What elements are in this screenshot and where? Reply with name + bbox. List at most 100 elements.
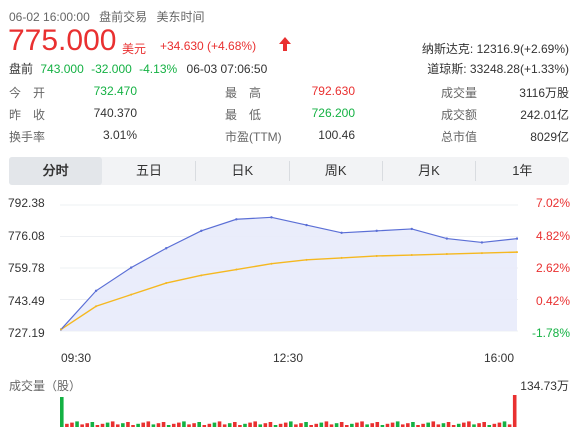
stat-label-prev-close: 昨 收 <box>9 108 46 122</box>
volume-bar <box>512 395 517 427</box>
volume-bar <box>258 424 263 427</box>
volume-bar <box>238 425 242 427</box>
premarket-change: -32.000 <box>91 62 132 76</box>
stat-label-pe: 市盈(TTM) <box>225 130 282 144</box>
price-point-12:00 <box>235 218 238 221</box>
stat-value-turnover-amount: 242.01亿 <box>520 108 569 122</box>
x-tick-midday: 12:30 <box>273 351 304 365</box>
tab-daily-k[interactable]: 日K <box>231 163 254 178</box>
volume-bar <box>110 421 115 427</box>
x-tick-close: 16:00 <box>484 351 515 365</box>
timezone-label: 美东时间 <box>156 10 205 24</box>
price-chart[interactable] <box>60 195 518 345</box>
tab-five-day[interactable]: 五日 <box>135 163 162 178</box>
volume-bar <box>492 423 497 427</box>
volume-bar <box>273 425 278 427</box>
stat-label-low: 最 低 <box>225 108 262 122</box>
avg-point-16:00 <box>516 251 518 254</box>
stat-value-prev-close: 740.370 <box>93 106 137 120</box>
volume-bar <box>156 423 161 427</box>
volume-bar <box>217 421 222 427</box>
price-line <box>60 216 518 330</box>
volume-bar <box>467 421 471 427</box>
y-tick-left-0: 792.38 <box>8 196 45 210</box>
avg-point-11:00 <box>165 282 168 285</box>
volume-bar <box>166 425 171 427</box>
volume-bar <box>278 423 283 427</box>
chart-period-tabs: 分时 五日 日K 周K 月K 1年 <box>9 157 569 185</box>
volume-bar <box>299 423 303 427</box>
volume-bar <box>80 424 84 427</box>
volume-bar <box>395 421 400 427</box>
volume-bar <box>385 423 390 427</box>
volume-bar <box>222 424 227 427</box>
volume-bar <box>182 421 186 427</box>
volume-bar <box>233 422 237 427</box>
premarket-time: 06-03 07:06:50 <box>186 62 268 76</box>
volume-bar <box>131 425 135 427</box>
index-nasdaq[interactable]: 纳斯达克: 12316.9(+2.69%) <box>421 42 569 56</box>
y-tick-right-1: 4.82% <box>535 229 570 243</box>
volume-bar <box>406 423 410 427</box>
volume-bar <box>329 424 334 427</box>
y-tick-left-2: 759.78 <box>8 261 45 275</box>
y-tick-left-4: 727.19 <box>8 326 45 340</box>
stat-label-volume: 成交量 <box>441 86 478 100</box>
current-price: 775.000 <box>8 24 117 57</box>
y-tick-right-4: -1.78% <box>531 326 570 340</box>
tab-one-year[interactable]: 1年 <box>512 163 533 178</box>
stat-value-pe: 100.46 <box>318 128 355 142</box>
stat-value-turnover-rate: 3.01% <box>102 128 137 142</box>
tab-monthly-k[interactable]: 月K <box>418 163 440 178</box>
avg-point-12:00 <box>235 268 238 271</box>
volume-bar <box>426 422 430 427</box>
premarket-label: 盘前 <box>9 62 34 76</box>
volume-bar <box>207 423 212 427</box>
tab-weekly-k[interactable]: 周K <box>324 163 347 178</box>
quote-datetime: 06-02 16:00:00 <box>9 10 90 24</box>
volume-bar <box>105 422 110 427</box>
price-fill-area <box>61 217 517 331</box>
volume-bar <box>309 425 313 427</box>
volume-bar <box>375 422 380 427</box>
volume-bar <box>400 424 405 427</box>
volume-title: 成交量（股） <box>9 379 82 393</box>
stat-label-market-cap: 总市值 <box>441 130 478 144</box>
y-tick-right-2: 2.62% <box>535 261 570 275</box>
volume-bar <box>263 423 268 427</box>
volume-bar <box>390 422 395 427</box>
volume-bar <box>462 422 466 427</box>
volume-bar <box>90 422 95 427</box>
volume-bar <box>115 424 120 427</box>
price-point-14:30 <box>410 227 413 231</box>
volume-bar <box>100 423 105 427</box>
premarket-price: 743.000 <box>40 62 84 76</box>
volume-bar <box>187 424 191 427</box>
volume-bar <box>436 424 441 427</box>
avg-point-11:30 <box>200 274 203 277</box>
volume-bar <box>121 423 125 427</box>
volume-bar <box>334 423 339 427</box>
index-dow-jones[interactable]: 道琼斯: 33248.28(+1.33%) <box>427 62 569 76</box>
price-point-15:00 <box>445 237 449 240</box>
stat-label-turnover-rate: 换手率 <box>9 130 46 144</box>
volume-bar <box>227 423 232 427</box>
volume-bar <box>283 422 288 427</box>
volume-chart[interactable] <box>60 395 518 427</box>
volume-bar <box>253 421 257 427</box>
avg-point-10:30 <box>130 293 133 296</box>
stat-value-volume: 3116万股 <box>519 86 569 100</box>
volume-bar <box>314 423 319 427</box>
price-point-10:30 <box>129 266 133 269</box>
volume-bar <box>192 423 196 427</box>
stat-label-open: 今 开 <box>9 86 46 100</box>
stat-label-high: 最 高 <box>225 86 262 100</box>
price-point-12:30 <box>270 216 273 219</box>
price-point-15:30 <box>480 241 484 244</box>
avg-point-15:30 <box>480 252 483 255</box>
tab-intraday[interactable]: 分时 <box>9 157 103 185</box>
volume-bar <box>319 422 324 427</box>
volume-bar <box>75 421 79 427</box>
volume-bar <box>136 423 140 427</box>
price-point-13:30 <box>340 231 343 234</box>
